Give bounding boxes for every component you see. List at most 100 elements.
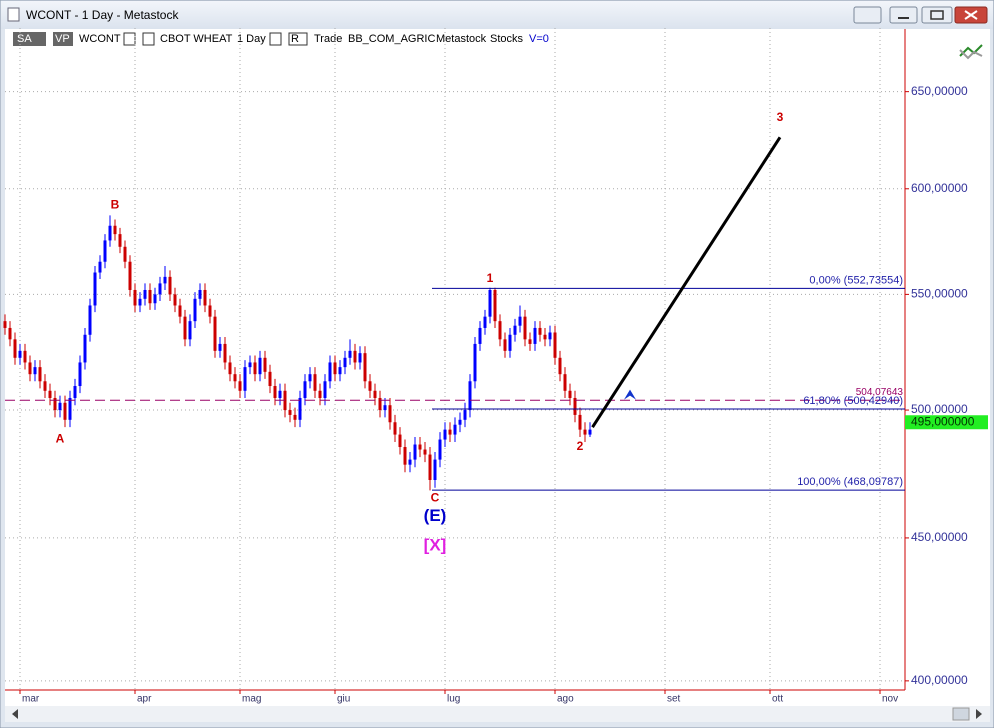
candle-body	[98, 261, 102, 273]
candle-body	[483, 316, 487, 328]
candle-body	[193, 298, 197, 322]
candle-body	[118, 234, 122, 247]
last-price-box	[905, 415, 988, 430]
candle-body	[338, 367, 342, 375]
candle-body	[183, 316, 187, 340]
candle-body	[308, 374, 312, 382]
wave-label: [X]	[424, 536, 447, 555]
candle-body	[573, 397, 577, 415]
wave-label: 3	[777, 110, 784, 124]
vp-button[interactable]	[53, 32, 73, 46]
candle-body	[53, 397, 57, 411]
close-icon	[964, 10, 978, 20]
title-bar	[1, 1, 993, 29]
candle-body	[38, 367, 42, 382]
candle-body	[173, 294, 177, 306]
candle-body	[163, 276, 167, 284]
scrollbar[interactable]	[5, 706, 990, 722]
candle-body	[28, 362, 32, 375]
candle-body	[263, 357, 267, 372]
candle-body	[268, 371, 272, 387]
window-icon	[7, 7, 20, 22]
toolbar-item[interactable]: CBOT WHEAT	[160, 33, 233, 45]
restore-button[interactable]	[853, 6, 882, 24]
dropdown[interactable]	[269, 32, 282, 46]
candle-body	[198, 289, 202, 299]
scroll-thumb[interactable]	[952, 707, 970, 721]
indicator-icon[interactable]	[959, 44, 983, 57]
candle-body	[143, 289, 147, 299]
candle-body	[363, 353, 367, 382]
candle-body	[33, 367, 37, 375]
candle-body	[343, 357, 347, 368]
minimize-button[interactable]	[889, 6, 918, 24]
wave-label: (E)	[424, 506, 447, 525]
y-tick-label: 650,00000	[911, 84, 968, 98]
toolbar-item[interactable]: 1 Day	[237, 33, 266, 45]
candle-body	[523, 316, 527, 340]
candle-body	[508, 334, 512, 351]
candle-body	[443, 429, 447, 440]
candle-body	[478, 327, 482, 344]
candle-body	[68, 397, 72, 420]
x-tick-label: ago	[557, 694, 574, 705]
x-tick-label: mar	[22, 694, 40, 705]
candle-body	[513, 325, 517, 335]
signal-arrow	[624, 389, 636, 400]
candle-body	[18, 350, 22, 358]
candle-body	[548, 332, 552, 340]
last-price-label: 495,000000	[911, 414, 975, 428]
candle-body	[258, 357, 262, 375]
candle-body	[323, 381, 327, 398]
candle-body	[228, 362, 232, 375]
scroll-left[interactable]	[12, 709, 18, 719]
toolbar-item: SA	[17, 33, 32, 45]
window-title: WCONT - 1 Day - Metastock	[26, 8, 179, 22]
fib-label: 61,80% (500,42940)	[803, 395, 903, 407]
maximize-button[interactable]	[921, 6, 953, 24]
fib-label: 0,00% (552,73554)	[809, 274, 903, 286]
candle-body	[588, 429, 592, 435]
candle-body	[48, 390, 52, 398]
candle-body	[93, 272, 97, 306]
candle-body	[253, 362, 257, 375]
indicator-icon	[959, 49, 983, 60]
candle-body	[468, 381, 472, 411]
y-tick-label: 400,00000	[911, 673, 968, 687]
candle-body	[213, 316, 217, 351]
candle-body	[433, 459, 437, 480]
candle-body	[293, 414, 297, 420]
wave-label: B	[111, 197, 120, 211]
candle-body	[168, 276, 172, 295]
candle-body	[458, 419, 462, 425]
candle-body	[518, 316, 522, 326]
candle-body	[543, 334, 547, 340]
dropdown[interactable]	[142, 32, 155, 46]
wave-label: C	[431, 490, 440, 504]
wave-label: 2	[577, 439, 584, 453]
candle-body	[333, 362, 337, 375]
candle-body	[353, 350, 357, 363]
scroll-right[interactable]	[976, 709, 982, 719]
r-box[interactable]	[288, 32, 308, 46]
candle-body	[3, 321, 7, 328]
candle-body	[428, 454, 432, 480]
y-tick-label: 550,00000	[911, 287, 968, 301]
candle-body	[553, 332, 557, 358]
toolbar-item[interactable]: R	[291, 33, 299, 45]
candle-body	[463, 410, 467, 420]
y-tick-label: 450,00000	[911, 530, 968, 544]
candle-body	[563, 374, 567, 391]
trend-line	[591, 136, 782, 428]
fib-label: 100,00% (468,09787)	[797, 476, 903, 488]
dropdown[interactable]	[123, 32, 136, 46]
candle-body	[533, 327, 537, 344]
toolbar-item: BB_COM_AGRIC	[348, 33, 435, 45]
toolbar-item[interactable]: WCONT	[79, 33, 121, 45]
sa-button[interactable]	[13, 32, 46, 46]
candle-body	[178, 305, 182, 317]
candle-body	[203, 289, 207, 306]
toolbar-item: Trade	[314, 33, 342, 45]
y-axis-panel	[905, 29, 990, 690]
candle-body	[408, 459, 412, 465]
